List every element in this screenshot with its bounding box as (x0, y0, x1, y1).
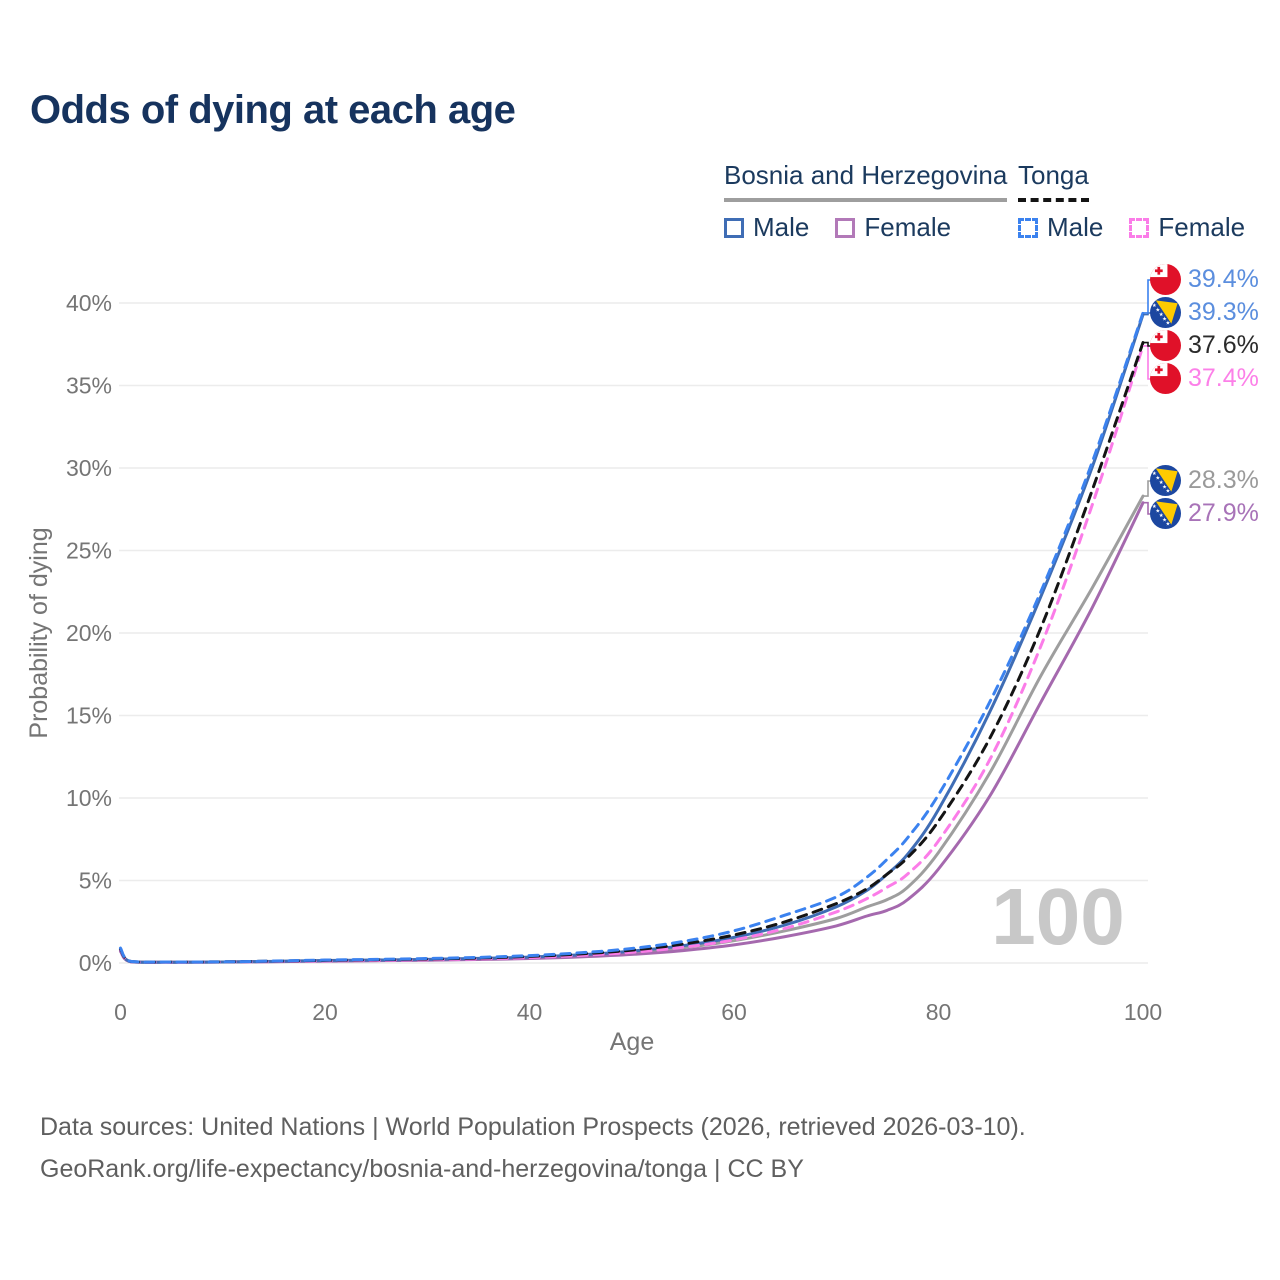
end-label-tonga-male[interactable]: 39.4% (1150, 264, 1259, 295)
legend-items-tonga: Male Female (1018, 212, 1245, 243)
flag-tonga-icon (1150, 330, 1181, 361)
x-tick-20: 20 (312, 999, 338, 1025)
svg-text:★: ★ (1165, 522, 1170, 528)
legend-country-tonga[interactable]: Tonga (1018, 160, 1089, 202)
series-line-bosnia-male[interactable] (119, 313, 1145, 964)
leader-line-tonga-all (1143, 341, 1152, 347)
legend-swatch-dashed-male-icon (1018, 217, 1038, 238)
flag-tonga-icon (1150, 264, 1181, 295)
x-axis-title: Age (610, 1028, 654, 1056)
svg-text:★: ★ (1159, 312, 1164, 318)
y-tick-20%: 20% (66, 620, 112, 646)
series-line-bosnia-female[interactable] (119, 501, 1145, 964)
leader-line-tonga-female (1143, 345, 1152, 380)
y-tick-10%: 10% (66, 785, 112, 811)
legend-label-tonga-male: Male (1047, 212, 1104, 242)
y-tick-0%: 0% (79, 950, 112, 976)
svg-text:★: ★ (1162, 517, 1167, 523)
x-tick-100: 100 (1124, 999, 1162, 1025)
y-axis-title: Probability of dying (25, 527, 53, 738)
leader-line-bosnia-male (1143, 312, 1152, 316)
age-watermark: 100 (991, 872, 1124, 961)
flag-tonga-icon (1150, 363, 1181, 394)
end-value-bosnia-all: 28.3% (1188, 466, 1259, 494)
svg-text:★: ★ (1152, 504, 1157, 510)
end-label-bosnia-male[interactable]: ★ ★ ★ ★ ★ 39.3% (1150, 297, 1259, 328)
flag-bosnia-and-herzegovina-icon: ★★★★★ (1150, 297, 1181, 328)
svg-text:★: ★ (1159, 480, 1164, 486)
end-value-tonga-all: 37.6% (1188, 331, 1259, 359)
svg-text:★: ★ (1165, 321, 1170, 327)
svg-text:★: ★ (1162, 484, 1167, 490)
legend-item-tonga-male[interactable]: Male (1018, 212, 1103, 243)
legend-swatch-dashed-female-icon (1129, 217, 1150, 238)
end-label-tonga-female[interactable]: 37.4% (1150, 363, 1259, 394)
x-tick-60: 60 (721, 999, 747, 1025)
leader-line-bosnia-female (1143, 501, 1152, 515)
footer-data-sources: Data sources: United Nations | World Pop… (40, 1113, 1026, 1141)
legend-swatch-solid-male-icon (724, 217, 744, 238)
legend-swatch-solid-female-icon (835, 217, 856, 238)
series-line-bosnia-all[interactable] (119, 494, 1145, 964)
svg-text:★: ★ (1165, 489, 1170, 495)
y-tick-25%: 25% (66, 538, 112, 564)
end-label-bosnia-all[interactable]: ★ ★ ★ ★ ★ 28.3% (1150, 465, 1259, 496)
legend-label-bosnia-male: Male (753, 212, 810, 242)
legend-group-tonga: Tonga Male Female (1018, 160, 1245, 243)
x-tick-0: 0 (114, 999, 127, 1025)
legend-label-tonga-female: Female (1158, 212, 1246, 242)
y-tick-5%: 5% (79, 868, 112, 894)
footer-attribution-url: GeoRank.org/life-expectancy/bosnia-and-h… (40, 1155, 804, 1183)
page-title: Odds of dying at each age (30, 88, 516, 132)
series-line-tonga-female[interactable] (119, 344, 1145, 964)
leader-line-bosnia-all (1143, 480, 1152, 497)
svg-text:★: ★ (1159, 513, 1164, 519)
y-tick-30%: 30% (66, 455, 112, 481)
svg-text:★: ★ (1152, 471, 1157, 477)
end-label-tonga-all[interactable]: 37.6% (1150, 330, 1259, 361)
flag-bosnia-and-herzegovina-icon: ★★★★★ (1150, 498, 1181, 529)
y-tick-40%: 40% (66, 290, 112, 316)
end-label-bosnia-female[interactable]: ★ ★ ★ ★ ★ 27.9% (1150, 498, 1259, 529)
legend-item-tonga-female[interactable]: Female (1129, 212, 1245, 243)
svg-text:★: ★ (1155, 509, 1160, 515)
legend-label-bosnia-female: Female (864, 212, 952, 242)
leader-line-tonga-male (1143, 279, 1152, 314)
flag-bosnia-and-herzegovina-icon: ★★★★★ (1150, 465, 1181, 496)
end-value-bosnia-male: 39.3% (1188, 298, 1259, 326)
y-tick-35%: 35% (66, 373, 112, 399)
end-value-tonga-male: 39.4% (1188, 265, 1259, 293)
svg-text:★: ★ (1155, 476, 1160, 482)
end-value-tonga-female: 37.4% (1188, 364, 1259, 392)
svg-text:★: ★ (1152, 303, 1157, 309)
svg-text:★: ★ (1155, 308, 1160, 314)
chart-footer: Data sources: United Nations | World Pop… (40, 1106, 1026, 1190)
legend-item-bosnia-female[interactable]: Female (835, 212, 951, 243)
legend-item-bosnia-male[interactable]: Male (724, 212, 809, 243)
x-tick-80: 80 (926, 999, 952, 1025)
x-tick-40: 40 (517, 999, 543, 1025)
legend-items-bosnia: Male Female (724, 212, 1007, 243)
end-value-bosnia-female: 27.9% (1188, 499, 1259, 527)
svg-text:★: ★ (1162, 316, 1167, 322)
legend-country-bosnia[interactable]: Bosnia and Herzegovina (724, 160, 1008, 202)
y-tick-15%: 15% (66, 703, 112, 729)
series-line-tonga-male[interactable] (119, 311, 1145, 964)
legend-group-bosnia: Bosnia and Herzegovina Male Female (724, 160, 1008, 243)
series-line-tonga-all[interactable] (119, 341, 1145, 964)
